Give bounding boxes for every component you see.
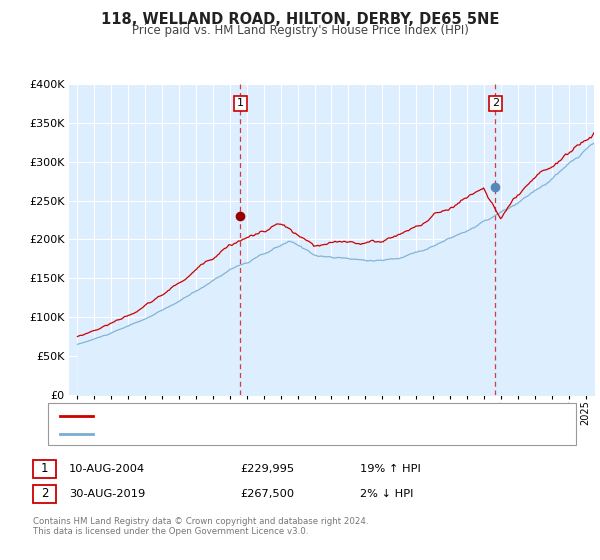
Text: This data is licensed under the Open Government Licence v3.0.: This data is licensed under the Open Gov… xyxy=(33,528,308,536)
Text: 2: 2 xyxy=(41,487,48,501)
Text: 30-AUG-2019: 30-AUG-2019 xyxy=(69,489,145,499)
Text: £267,500: £267,500 xyxy=(240,489,294,499)
Text: 118, WELLAND ROAD, HILTON, DERBY, DE65 5NE (detached house): 118, WELLAND ROAD, HILTON, DERBY, DE65 5… xyxy=(99,410,435,421)
Text: 10-AUG-2004: 10-AUG-2004 xyxy=(69,464,145,474)
Text: Contains HM Land Registry data © Crown copyright and database right 2024.: Contains HM Land Registry data © Crown c… xyxy=(33,517,368,526)
Text: HPI: Average price, detached house, South Derbyshire: HPI: Average price, detached house, Sout… xyxy=(99,429,370,439)
Text: 1: 1 xyxy=(237,99,244,109)
Text: 118, WELLAND ROAD, HILTON, DERBY, DE65 5NE: 118, WELLAND ROAD, HILTON, DERBY, DE65 5… xyxy=(101,12,499,27)
Text: 2% ↓ HPI: 2% ↓ HPI xyxy=(360,489,413,499)
Text: £229,995: £229,995 xyxy=(240,464,294,474)
Text: 19% ↑ HPI: 19% ↑ HPI xyxy=(360,464,421,474)
Text: Price paid vs. HM Land Registry's House Price Index (HPI): Price paid vs. HM Land Registry's House … xyxy=(131,24,469,37)
Text: 2: 2 xyxy=(492,99,499,109)
Text: 1: 1 xyxy=(41,462,48,475)
